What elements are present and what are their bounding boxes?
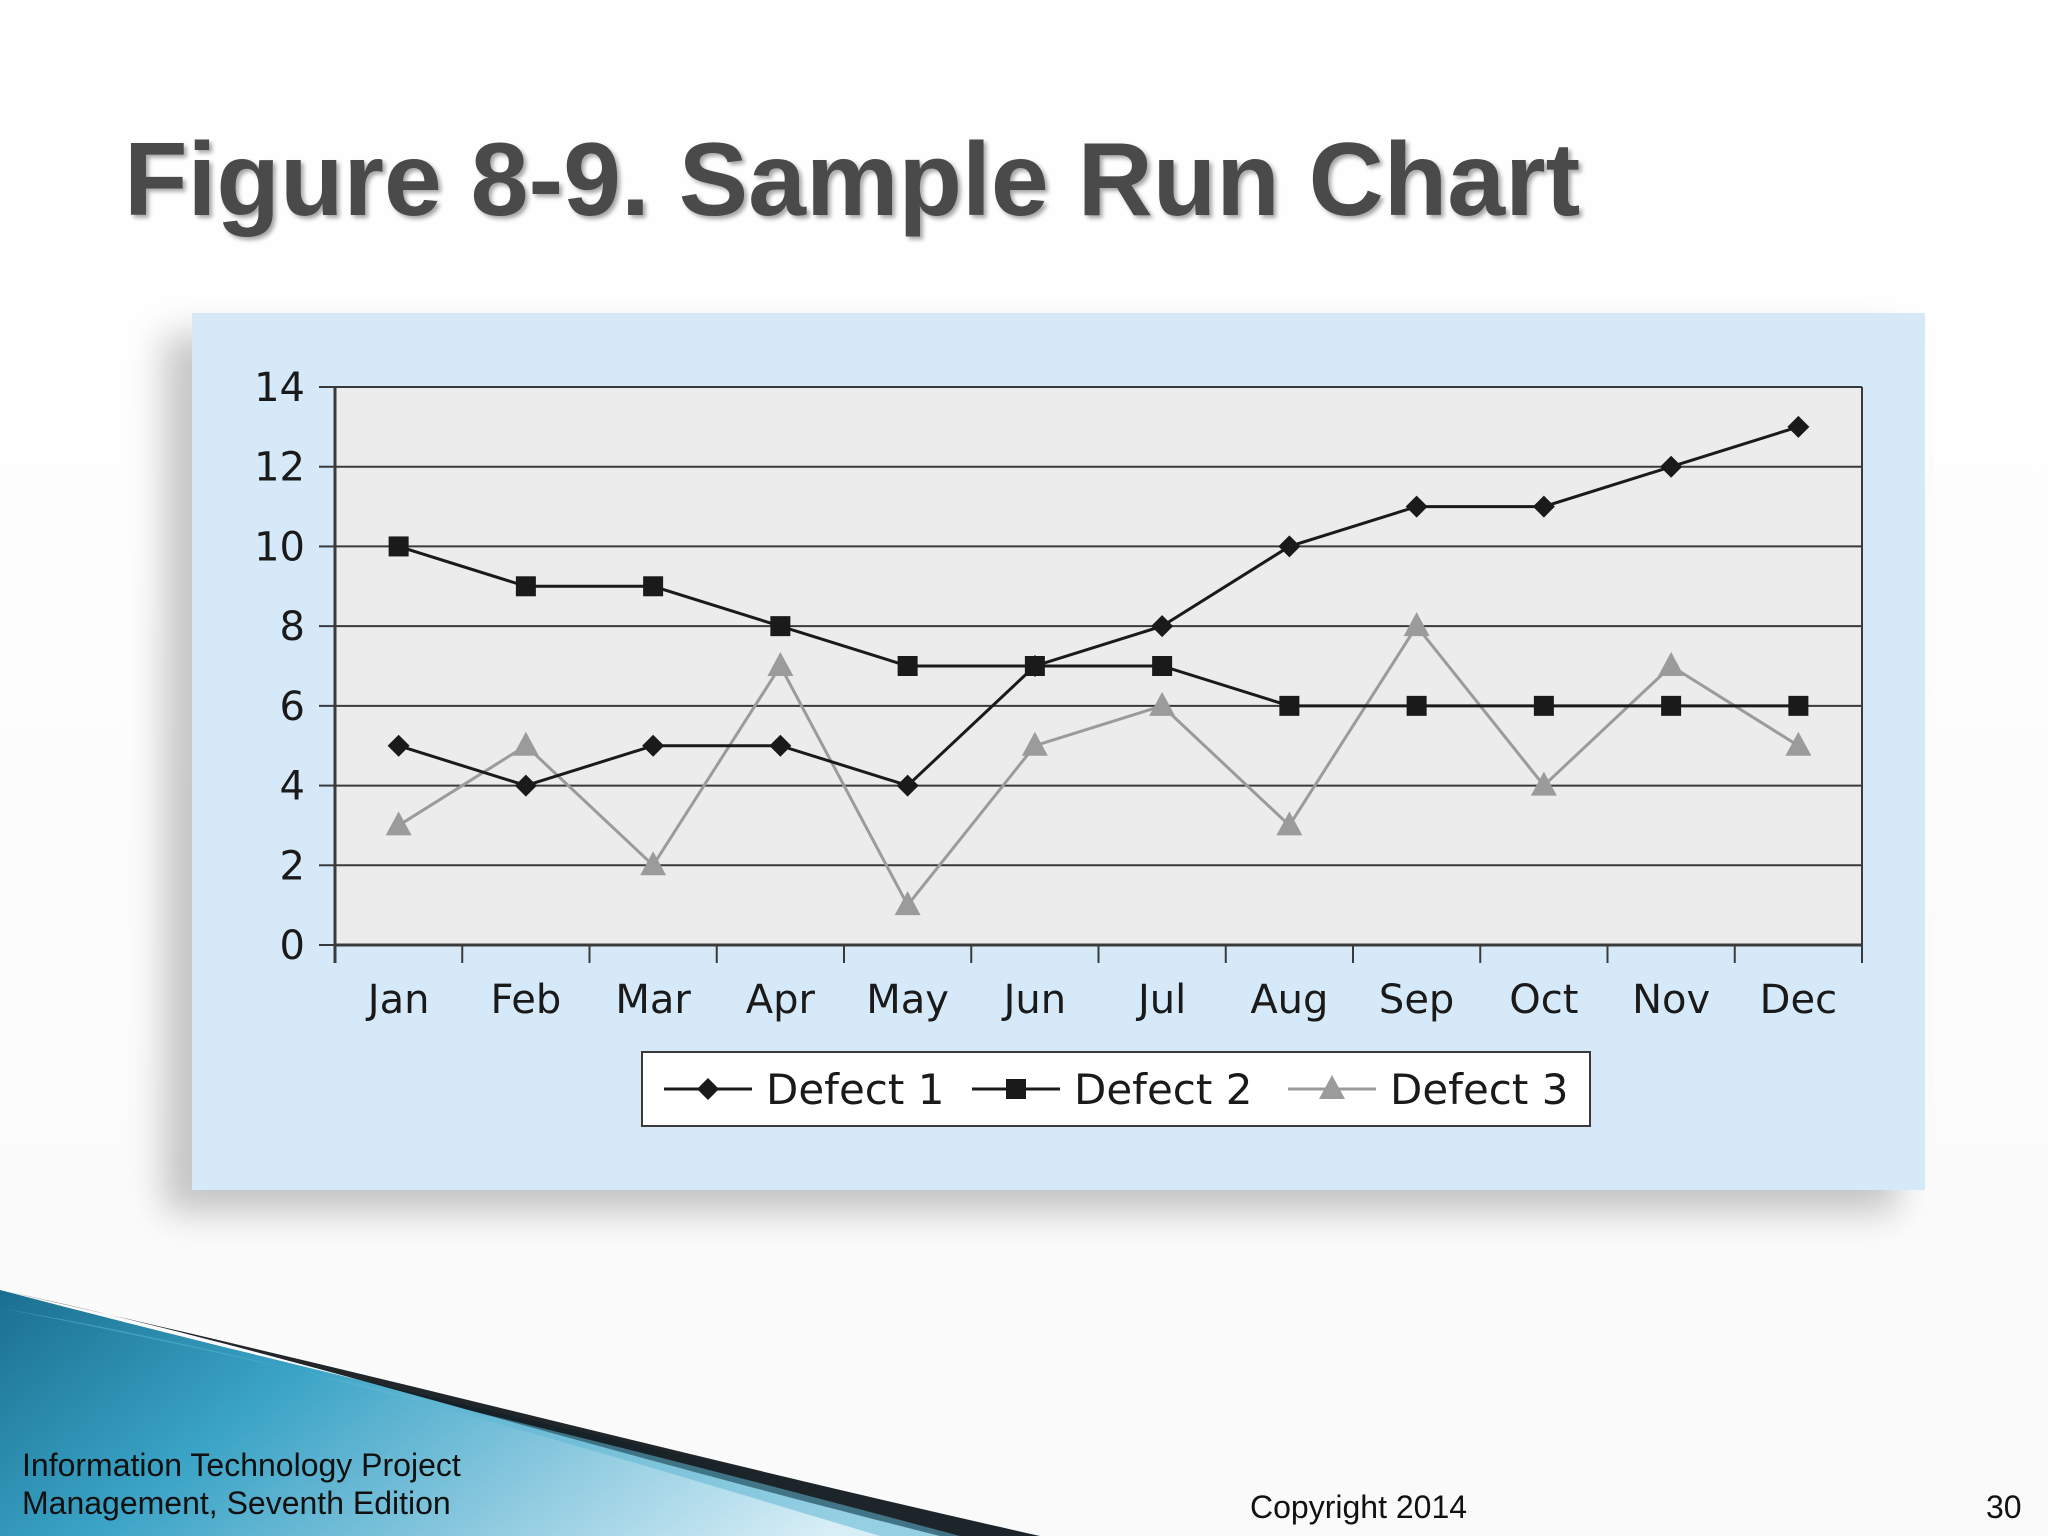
- y-tick-label-7: 14: [254, 365, 305, 411]
- series-1-point-aug: [1278, 535, 1301, 558]
- series-2-point-feb: [515, 576, 536, 597]
- series-2-point-jan: [388, 536, 409, 557]
- series-1-point-apr: [769, 734, 792, 757]
- legend-label-3: Defect 3: [1390, 1065, 1568, 1114]
- series-1-point-jan: [387, 734, 410, 757]
- slide-title: Figure 8-9. Sample Run Chart: [124, 122, 1581, 238]
- series-1-point-jul: [1151, 615, 1174, 638]
- series-3-line: [397, 623, 1800, 908]
- page-number: 30: [1986, 1489, 2022, 1525]
- y-tick-label-2: 4: [280, 764, 305, 810]
- series-2-point-oct: [1533, 695, 1554, 716]
- x-tick-label-feb: Feb: [490, 977, 561, 1023]
- series-1-point-jun: [1023, 655, 1046, 677]
- series-1-point-sep: [1405, 495, 1428, 518]
- y-tick-label-4: 8: [280, 604, 305, 650]
- grid-lines: [335, 386, 1862, 867]
- series-3-point-apr: [767, 652, 794, 676]
- legend-marker-1: [697, 1078, 719, 1100]
- series-3-point-mar: [640, 851, 667, 876]
- series-3-point-may: [894, 891, 921, 916]
- series-2-point-aug: [1279, 695, 1300, 716]
- series-3-point-feb: [512, 731, 539, 756]
- legend-marker-3: [1319, 1075, 1345, 1099]
- series-3-point-aug: [1276, 811, 1303, 836]
- series-3-point-dec: [1785, 731, 1812, 756]
- series-1: [387, 415, 1810, 797]
- series-2-point-jul: [1152, 656, 1173, 676]
- y-tick-label-5: 10: [254, 524, 305, 570]
- x-tick-label-aug: Aug: [1250, 977, 1328, 1023]
- series-3: [385, 612, 1812, 916]
- series-3-point-nov: [1658, 652, 1685, 676]
- series-3-point-jun: [1021, 731, 1048, 756]
- series-1-point-dec: [1787, 415, 1810, 438]
- series-1-line: [398, 425, 1799, 788]
- x-tick-label-nov: Nov: [1632, 977, 1710, 1023]
- legend-label-1: Defect 1: [766, 1065, 944, 1114]
- series-3-point-jul: [1149, 691, 1176, 716]
- x-tick-label-oct: Oct: [1509, 977, 1578, 1023]
- footer-copyright: Copyright 2014: [1250, 1489, 1468, 1525]
- series-layer: [385, 415, 1812, 916]
- y-tick-label-6: 12: [254, 445, 305, 491]
- legend: Defect 1 Defect 2 Defect 3: [641, 1051, 1591, 1127]
- y-tick-label-1: 2: [280, 843, 305, 889]
- series-3-point-oct: [1530, 771, 1557, 796]
- series-1-point-nov: [1660, 455, 1683, 478]
- series-2-point-sep: [1406, 695, 1427, 716]
- series-2-line: [398, 544, 1799, 708]
- x-tick-label-dec: Dec: [1760, 977, 1837, 1023]
- series-3-point-sep: [1403, 612, 1430, 637]
- y-axis-ticks: 0 2 4 6 8 10 12 14: [254, 365, 335, 969]
- series-2-point-may: [897, 656, 918, 676]
- y-tick-label-3: 6: [280, 684, 305, 730]
- series-2-point-mar: [643, 576, 664, 597]
- series-3-point-jan: [385, 811, 412, 836]
- series-2-point-apr: [770, 616, 791, 637]
- series-2-point-dec: [1788, 695, 1809, 716]
- x-tick-label-apr: Apr: [746, 977, 816, 1023]
- x-tick-label-may: May: [866, 977, 949, 1023]
- legend-box: [641, 1051, 1591, 1127]
- x-axis-ticks: Jan Feb Mar Apr May Jun Jul Aug Sep Oct Nov Dec: [365, 945, 1837, 1023]
- series-2-point-nov: [1661, 695, 1682, 716]
- chart-panel: 0 2 4 6 8 10 12 14 Jan Feb Mar Apr May Jun Jul Aug Sep O…: [192, 313, 1925, 1190]
- run-chart: 0 2 4 6 8 10 12 14 Jan Feb Mar Apr May Jun Jul Aug Sep O…: [254, 365, 1863, 1127]
- legend-label-2: Defect 2: [1074, 1065, 1252, 1114]
- x-tick-label-mar: Mar: [615, 977, 691, 1023]
- x-tick-label-jan: Jan: [365, 977, 430, 1023]
- x-tick-label-sep: Sep: [1379, 977, 1454, 1023]
- series-2: [388, 536, 1809, 716]
- series-1-point-feb: [514, 774, 537, 797]
- x-tick-label-jul: Jul: [1135, 977, 1186, 1023]
- series-1-point-mar: [642, 734, 665, 757]
- footer-swoosh: [0, 1290, 1040, 1536]
- series-1-point-may: [896, 774, 919, 797]
- footer-book-title: Information Technology Project Managemen…: [22, 1447, 461, 1521]
- legend-marker-2: [1006, 1079, 1026, 1099]
- x-tick-label-jun: Jun: [1001, 977, 1067, 1023]
- series-1-point-oct: [1532, 495, 1555, 518]
- y-tick-label-0: 0: [280, 923, 305, 969]
